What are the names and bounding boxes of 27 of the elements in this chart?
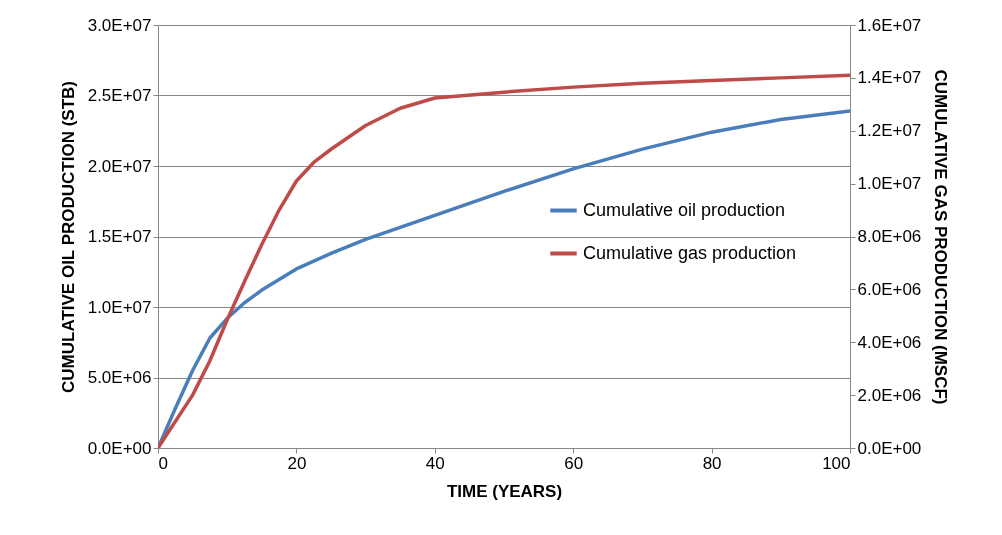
y2-tick-label: 1.0E+07 [857, 174, 922, 194]
y2-tick-label: 4.0E+06 [857, 332, 922, 352]
y2-tick-label: 2.0E+06 [857, 385, 922, 405]
x-tick-label: 40 [425, 453, 445, 473]
y-axis-title: CUMULATIVE OIL PRODUCTION (STB) [58, 81, 78, 393]
x-tick-label: 100 [822, 453, 851, 473]
y2-tick-label: 1.4E+07 [857, 68, 922, 88]
y-tick-label: 1.0E+07 [87, 297, 152, 317]
x-tick-label: 0 [158, 453, 168, 473]
y2-tick-label: 8.0E+06 [857, 227, 922, 246]
y-tick-label: 2.0E+07 [87, 156, 152, 176]
legend-label: Cumulative gas production [583, 242, 797, 263]
x-tick-label: 60 [564, 453, 584, 473]
y2-tick-label: 6.0E+06 [857, 279, 922, 299]
legend-label: Cumulative oil production [583, 199, 786, 220]
y-tick-label: 2.5E+07 [87, 86, 152, 105]
y2-tick-label: 1.2E+07 [857, 121, 922, 141]
y-tick-label: 3.0E+07 [87, 15, 152, 35]
y-tick-label: 1.5E+07 [87, 227, 152, 246]
x-tick-label: 20 [287, 453, 307, 473]
x-axis-title: TIME (YEARS) [446, 481, 563, 501]
y-tick-label: 5.0E+06 [87, 368, 152, 387]
y2-tick-label: 0.0E+00 [857, 438, 922, 458]
y2-axis-title: CUMULATIVE GAS PRODUCTION (MSCF) [931, 69, 951, 405]
x-tick-label: 80 [702, 453, 722, 473]
y2-tick-label: 1.6E+07 [857, 15, 922, 35]
y-tick-label: 0.0E+00 [87, 438, 152, 458]
